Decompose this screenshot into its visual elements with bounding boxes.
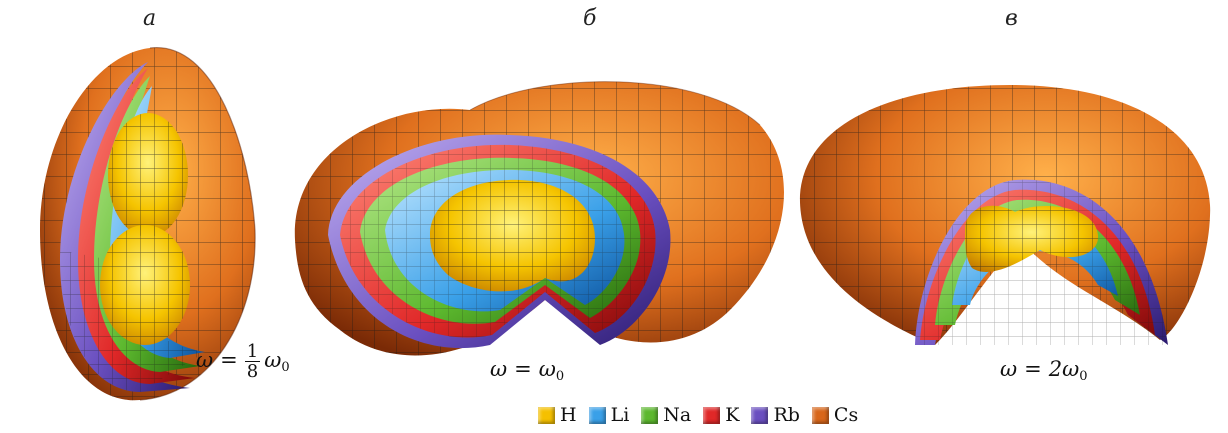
legend-item-li: Li	[588, 404, 630, 426]
legend-label-k: K	[725, 404, 740, 426]
panel-a-formula: ω = 1 8 ω0	[196, 342, 290, 381]
legend-swatch-cs	[811, 406, 829, 424]
legend-swatch-k	[703, 406, 721, 424]
legend-label-li: Li	[610, 404, 630, 426]
legend-swatch-na	[641, 406, 659, 424]
legend-label-cs: Cs	[833, 404, 859, 426]
panel-c-letter: в	[1005, 6, 1018, 31]
panel-a-formula-sub: 0	[281, 360, 290, 375]
panel-a-letter: а	[143, 6, 157, 31]
panel-a-figure	[40, 47, 256, 401]
panel-b-formula-rhs: ω	[538, 357, 556, 381]
legend-item-h: H	[538, 404, 577, 426]
panel-a-rb-layer	[60, 62, 190, 392]
panel-a-formula-lhs: ω	[196, 348, 214, 372]
legend-swatch-rb	[751, 406, 769, 424]
legend: H Li Na K Rb Cs	[538, 404, 870, 426]
panel-b-formula-sub: 0	[555, 369, 565, 384]
panel-b-figure	[294, 81, 784, 356]
panel-b-formula: ω = ω0	[490, 357, 564, 384]
panel-c-formula-eq: =	[1024, 357, 1042, 381]
panel-c-figure	[799, 85, 1211, 345]
panel-a-formula-eq: =	[220, 348, 238, 372]
panel-a-formula-rhs: ω	[264, 348, 282, 372]
panel-c-formula-lhs: ω	[1000, 357, 1018, 381]
panel-b-letter: б	[583, 6, 597, 31]
legend-swatch-h	[538, 406, 555, 424]
panel-c-formula-sub: 0	[1079, 369, 1088, 384]
panel-a-frac-num: 1	[244, 341, 261, 362]
legend-item-cs: Cs	[811, 404, 859, 426]
legend-item-k: K	[703, 404, 739, 426]
panel-c-formula: ω = 2ω0	[1000, 357, 1088, 384]
panel-b-formula-lhs: ω	[490, 357, 508, 381]
legend-item-na: Na	[641, 404, 691, 426]
legend-item-rb: Rb	[751, 404, 800, 426]
legend-swatch-li	[588, 406, 606, 424]
panel-a-frac-den: 8	[246, 361, 259, 382]
panel-b-formula-eq: =	[514, 357, 532, 381]
legend-label-na: Na	[663, 404, 692, 426]
legend-label-rb: Rb	[773, 404, 800, 426]
legend-label-h: H	[560, 404, 577, 426]
panel-a-k-layer	[78, 68, 195, 384]
panel-c-formula-rhs: 2ω	[1048, 357, 1080, 381]
